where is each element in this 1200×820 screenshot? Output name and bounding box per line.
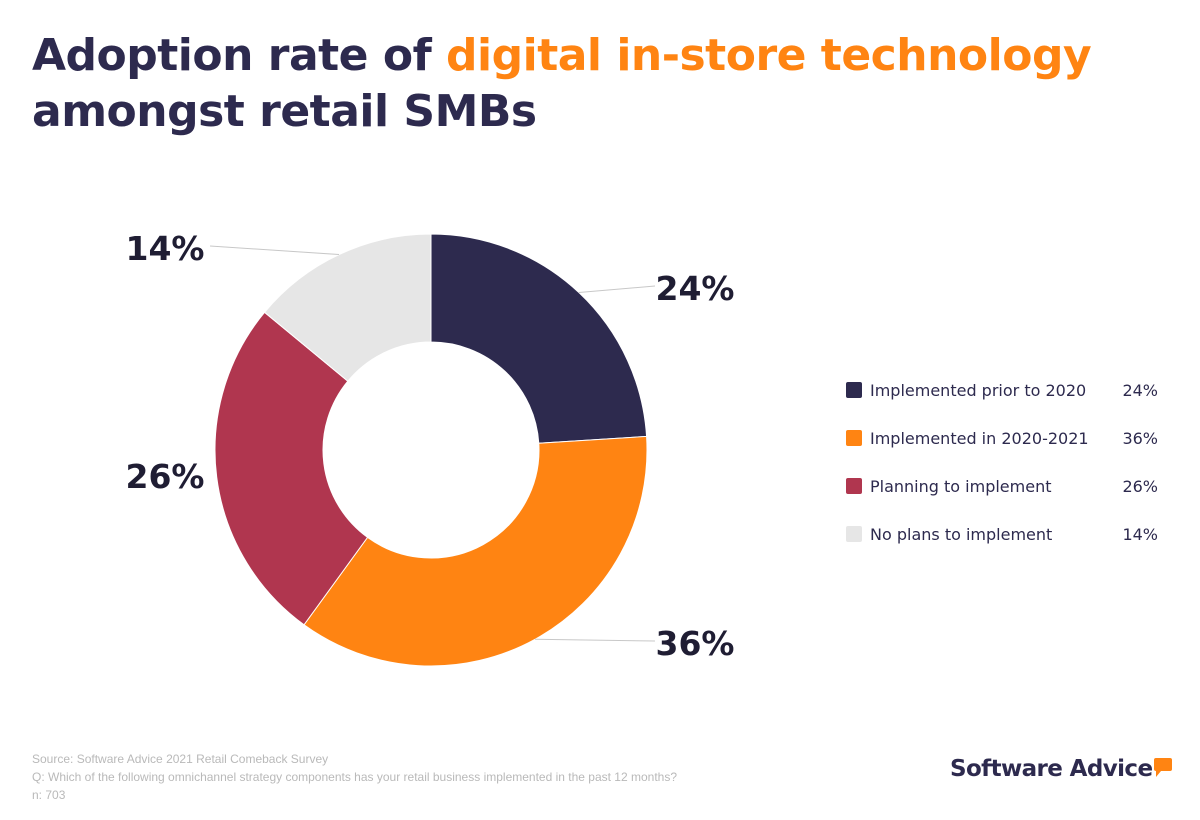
legend-swatch: [846, 382, 862, 398]
legend-label: No plans to implement: [870, 524, 1053, 544]
source-note: Source: Software Advice 2021 Retail Come…: [32, 752, 329, 766]
legend-item: No plans to implement 14%: [846, 510, 1158, 558]
question-note: Q: Which of the following omnichannel st…: [32, 770, 678, 784]
title-part2: amongst retail SMBs: [32, 86, 537, 137]
donut-slice-2: [303, 435, 648, 667]
legend-value: 36%: [1122, 428, 1158, 448]
donut-slice-1: [430, 233, 648, 444]
legend-value: 14%: [1122, 524, 1158, 544]
legend-label: Implemented in 2020-2021: [870, 428, 1089, 448]
legend-swatch: [846, 430, 862, 446]
leader-line: [535, 638, 656, 642]
speech-bubble-icon: [1154, 758, 1172, 777]
leader-line: [209, 245, 340, 256]
software-advice-logo: Software Advice: [950, 756, 1153, 782]
legend-value: 26%: [1122, 476, 1158, 496]
leader-line: [578, 285, 656, 294]
data-label: 26%: [126, 457, 205, 496]
footer: Source: Software Advice 2021 Retail Come…: [32, 750, 677, 804]
legend-label: Planning to implement: [870, 476, 1052, 496]
title-part1: Adoption rate of: [32, 30, 447, 81]
legend-value: 24%: [1122, 380, 1158, 400]
donut-slice-4: [263, 233, 432, 382]
legend: Implemented prior to 2020 24% Implemented …: [846, 366, 1158, 558]
legend-label: Implemented prior to 2020: [870, 380, 1087, 400]
sample-size: n: 703: [32, 788, 66, 802]
data-label: 36%: [656, 624, 735, 663]
chart-title: Adoption rate of digital in-store techno…: [32, 28, 1092, 140]
title-highlight: digital in-store technology: [446, 30, 1092, 81]
donut-slice-3: [214, 311, 369, 626]
legend-item: Implemented prior to 2020 24%: [846, 366, 1158, 414]
legend-swatch: [846, 526, 862, 542]
data-label: 24%: [656, 269, 735, 308]
legend-item: Implemented in 2020-2021 36%: [846, 414, 1158, 462]
legend-swatch: [846, 478, 862, 494]
data-label: 14%: [126, 229, 205, 268]
legend-item: Planning to implement 26%: [846, 462, 1158, 510]
